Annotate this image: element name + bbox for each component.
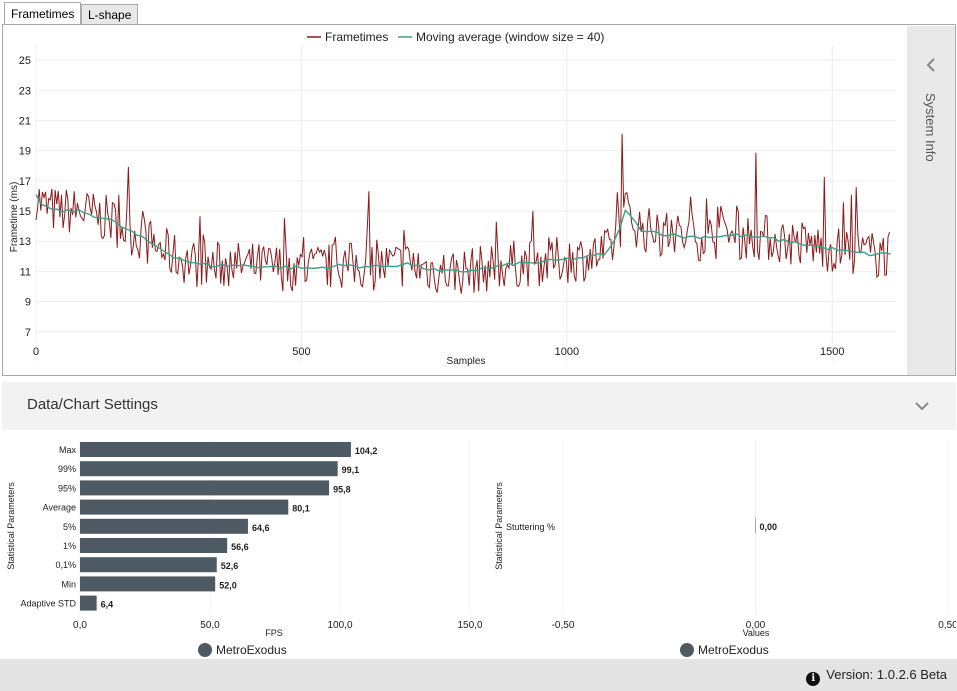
- bar-category-label: Stuttering %: [506, 522, 555, 532]
- statistics-panel: 0,0 50,0 100,0 150,0 Max 104,2 99% 99,1 95% 95,8 A…: [2, 434, 956, 660]
- bar-value-label: 6,4: [101, 600, 114, 610]
- system-info-sidebar[interactable]: System Info: [907, 26, 955, 375]
- legend-frametimes-label: Frametimes: [325, 30, 388, 44]
- chevron-left-icon[interactable]: [925, 58, 937, 72]
- legend-dot: [198, 643, 212, 657]
- frametime-chart[interactable]: 7 9 11 13 15 17 19 21 23 25 0 500 1000 1500 Samples Fra…: [3, 25, 955, 375]
- y-tick-label: 17: [19, 176, 31, 188]
- bar-min: [80, 576, 216, 592]
- y-axis-label: Statistical Parameters: [6, 482, 16, 570]
- tab-l-shape[interactable]: L-shape: [81, 4, 139, 24]
- status-bar: i Version: 1.0.2.6 Beta: [0, 659, 957, 691]
- bar-adaptive-std: [80, 595, 97, 611]
- y-tick-label: 25: [19, 55, 31, 67]
- system-info-label: System Info: [923, 93, 938, 162]
- moving-average-series-line: [35, 194, 891, 273]
- bar-max: [80, 442, 351, 457]
- data-chart-settings-header[interactable]: Data/Chart Settings: [2, 382, 956, 430]
- legend-label: MetroExodus: [698, 643, 769, 657]
- frametimes-series-line: [35, 133, 891, 294]
- bar-category-label: Max: [59, 445, 77, 455]
- y-tick-label: 7: [25, 327, 31, 339]
- bar-0-1-: [80, 557, 217, 573]
- y-tick-label: 19: [19, 146, 31, 158]
- x-tick-label: 150,0: [457, 620, 482, 631]
- bar-value-label: 80,1: [292, 504, 310, 514]
- bar-category-label: Adaptive STD: [20, 599, 76, 609]
- bar-1-: [80, 538, 228, 553]
- x-axis-label: Values: [743, 628, 770, 638]
- bar-value-label: 99,1: [342, 465, 360, 475]
- legend-dot: [680, 643, 694, 657]
- bar-category-label: 95%: [58, 483, 76, 493]
- settings-title: Data/Chart Settings: [27, 396, 158, 413]
- bar-category-label: Min: [61, 579, 76, 589]
- chevron-down-icon[interactable]: [915, 401, 929, 411]
- bar-category-label: 1%: [63, 541, 76, 551]
- x-tick-label: 0,0: [73, 620, 87, 631]
- x-tick-label: 0,50: [938, 620, 956, 631]
- y-tick-label: 15: [19, 206, 31, 218]
- x-tick-label: 1000: [555, 346, 579, 358]
- bar-95-: [80, 480, 330, 496]
- version-text: Version: 1.0.2.6 Beta: [826, 667, 947, 682]
- x-tick-label: 0,00: [746, 620, 766, 631]
- frametime-chart-panel: 7 9 11 13 15 17 19 21 23 25 0 500 1000 1500 Samples Fra…: [2, 24, 956, 376]
- bar-value-label: 95,8: [333, 484, 351, 494]
- version-label: i Version: 1.0.2.6 Beta: [806, 667, 947, 686]
- bar-category-label: 0,1%: [55, 560, 76, 570]
- fps-bar-chart: 0,0 50,0 100,0 150,0 Max 104,2 99% 99,1 95% 95,8 A…: [6, 440, 482, 657]
- bar-value-label: 0,00: [760, 522, 778, 532]
- y-tick-label: 9: [25, 297, 31, 309]
- x-tick-label: 500: [292, 346, 310, 358]
- x-tick-label: 0: [33, 346, 39, 358]
- bar-value-label: 104,2: [355, 446, 378, 456]
- bar-value-label: 56,6: [231, 542, 249, 552]
- y-axis-label: Statistical Parameters: [494, 482, 504, 570]
- x-tick-label: 50,0: [200, 620, 220, 631]
- y-axis-label: Frametime (ms): [9, 182, 20, 253]
- x-tick-label: -0,50: [552, 620, 575, 631]
- bar-average: [80, 499, 289, 515]
- legend-moving-average-label: Moving average (window size = 40): [416, 30, 604, 44]
- x-tick-label: 1500: [820, 346, 844, 358]
- bar-99-: [80, 461, 338, 477]
- y-tick-label: 11: [20, 266, 31, 278]
- y-tick-label: 13: [19, 236, 31, 248]
- bar-value-label: 52,6: [221, 561, 239, 571]
- bar-stuttering: [755, 518, 756, 533]
- bar-value-label: 52,0: [219, 580, 237, 590]
- bar-category-label: 99%: [58, 464, 76, 474]
- bar-category-label: Average: [43, 503, 76, 513]
- y-tick-label: 21: [19, 115, 31, 127]
- tab-bar: Frametimes L-shape: [0, 0, 957, 25]
- y-tick-label: 23: [19, 85, 31, 97]
- info-icon: i: [806, 672, 821, 686]
- legend-label: MetroExodus: [216, 643, 287, 657]
- bar-value-label: 64,6: [252, 523, 270, 533]
- bar-category-label: 5%: [63, 522, 76, 532]
- x-tick-label: 100,0: [327, 620, 352, 631]
- x-axis-label: FPS: [265, 628, 283, 638]
- tab-frametimes[interactable]: Frametimes: [4, 2, 82, 25]
- bar-5-: [80, 518, 248, 534]
- x-axis-label: Samples: [447, 356, 486, 367]
